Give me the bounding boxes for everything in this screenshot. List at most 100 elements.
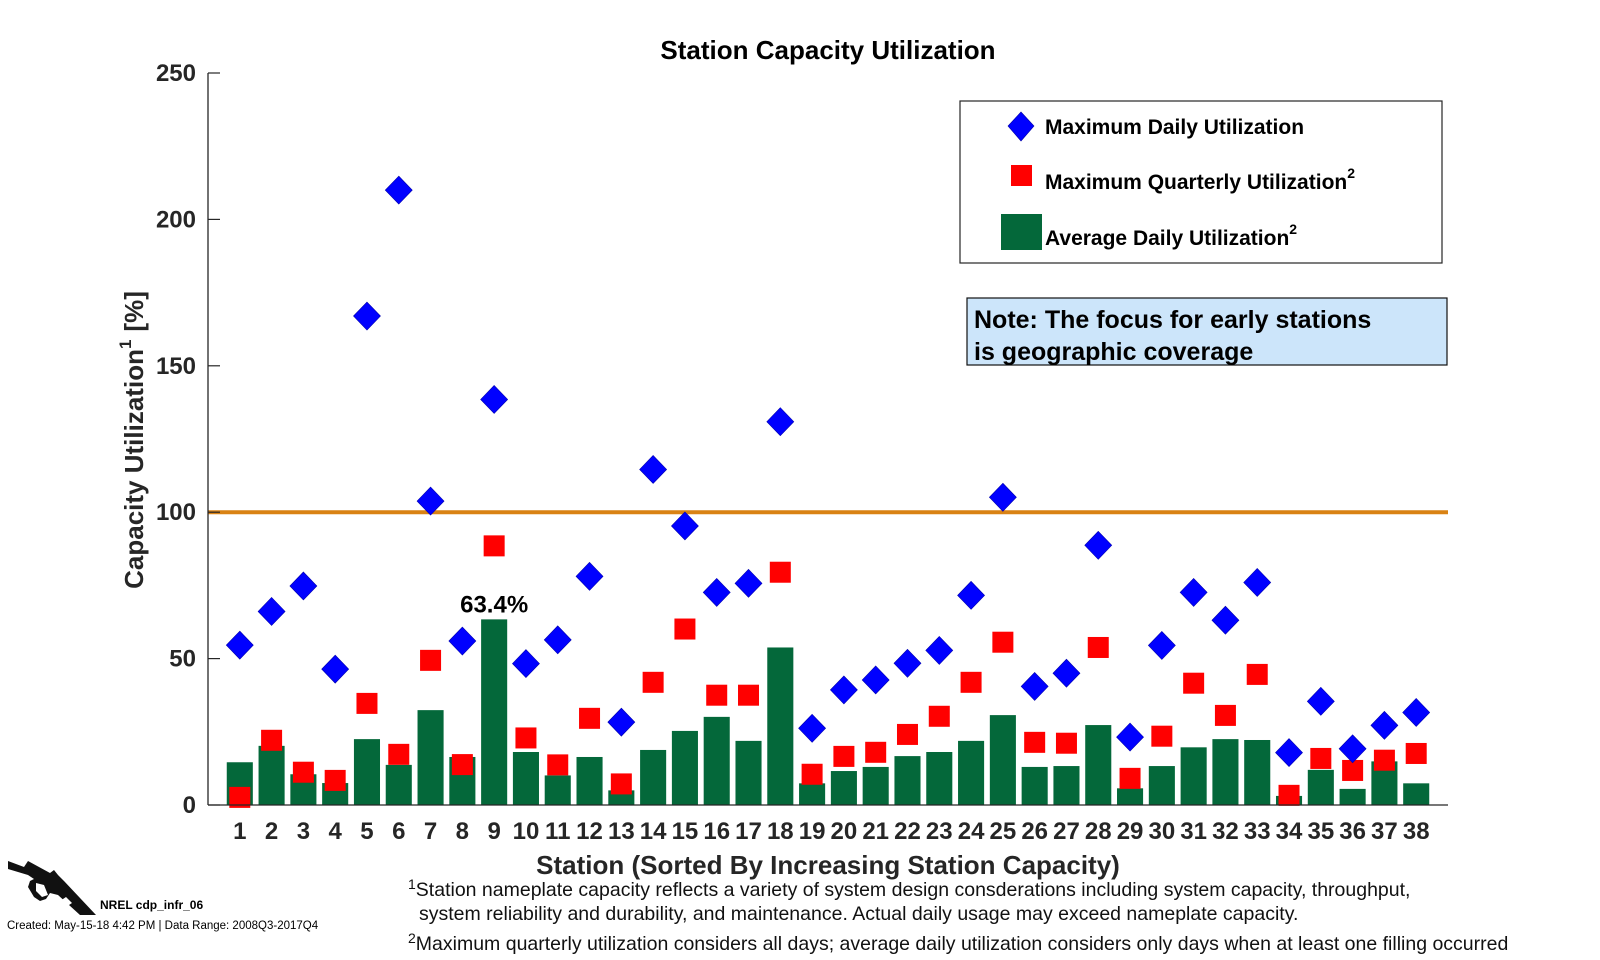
bar-station-27 xyxy=(1053,766,1080,805)
x-tick-label-2: 2 xyxy=(265,818,278,845)
y-ticks: 0 50 100 150 200 250 xyxy=(156,60,220,819)
bar-series xyxy=(226,619,1430,805)
diamond-marker-station-19 xyxy=(798,713,827,743)
x-tick-label-33: 33 xyxy=(1244,818,1271,845)
x-tick-label-25: 25 xyxy=(990,818,1017,845)
diamond-marker-station-20 xyxy=(829,675,858,705)
bar-station-19 xyxy=(799,783,826,805)
square-marker-station-28 xyxy=(1087,636,1109,658)
diamond-marker-station-31 xyxy=(1179,577,1208,607)
bar-station-35 xyxy=(1307,769,1334,805)
x-tick-label-37: 37 xyxy=(1371,818,1398,845)
note-line-1: Note: The focus for early stations xyxy=(974,306,1371,334)
bar-station-15 xyxy=(671,730,698,805)
square-marker-station-7 xyxy=(420,649,442,671)
diamond-marker-station-13 xyxy=(607,707,636,737)
x-tick-label-9: 9 xyxy=(487,818,500,845)
x-tick-label-7: 7 xyxy=(424,818,437,845)
square-series xyxy=(229,535,1427,808)
y-axis-label-text: Capacity Utilization xyxy=(119,349,149,589)
diamond-marker-station-38 xyxy=(1402,698,1431,727)
bar-station-29 xyxy=(1117,788,1144,805)
bar-station-30 xyxy=(1148,766,1175,805)
bar-station-18 xyxy=(767,647,794,805)
square-marker-station-21 xyxy=(865,741,887,763)
diamond-marker-station-21 xyxy=(861,665,890,695)
bar-station-11 xyxy=(544,775,571,805)
x-tick-label-22: 22 xyxy=(894,818,921,845)
square-marker-station-17 xyxy=(738,684,760,706)
diamond-marker-station-17 xyxy=(734,568,763,598)
square-marker-station-22 xyxy=(896,723,918,745)
x-tick-label-38: 38 xyxy=(1403,818,1430,845)
x-tick-label-16: 16 xyxy=(703,818,730,845)
square-marker-station-13 xyxy=(610,773,632,795)
y-axis-label-superscript: 1 xyxy=(116,340,135,349)
x-tick-label-34: 34 xyxy=(1276,818,1303,845)
diamond-marker-station-18 xyxy=(766,407,795,437)
chart-title: Station Capacity Utilization xyxy=(660,35,995,65)
fuel-nozzle-icon xyxy=(8,861,96,915)
legend-label-max-daily: Maximum Daily Utilization xyxy=(1045,116,1304,139)
square-marker-station-1 xyxy=(229,786,251,808)
diamond-marker-station-1 xyxy=(225,630,254,660)
x-tick-label-5: 5 xyxy=(360,818,373,845)
bar-station-21 xyxy=(862,766,889,805)
note-background xyxy=(966,297,1448,366)
bar-station-33 xyxy=(1244,739,1271,805)
bar-station-26 xyxy=(1021,766,1048,805)
square-marker-station-26 xyxy=(1024,731,1046,753)
note-box: Note: The focus for early stations is ge… xyxy=(966,297,1448,366)
diamond-marker-station-2 xyxy=(257,597,286,626)
bar-station-36 xyxy=(1339,788,1366,805)
x-tick-label-6: 6 xyxy=(392,818,405,845)
x-tick-label-19: 19 xyxy=(799,818,826,845)
footnote-1-mark: 1 xyxy=(408,876,416,892)
x-tick-label-11: 11 xyxy=(545,818,570,845)
bar-station-31 xyxy=(1180,747,1207,805)
legend-label-avg-daily: Average Daily Utilization2 xyxy=(1045,221,1297,250)
x-tick-label-18: 18 xyxy=(767,818,794,845)
y-tick-label-150: 150 xyxy=(156,353,196,380)
diamond-marker-station-3 xyxy=(289,571,318,601)
bar-station-12 xyxy=(576,756,603,805)
y-axis-label: Capacity Utilization1 [%] xyxy=(116,291,149,589)
x-tick-label-12: 12 xyxy=(576,818,603,845)
diamond-marker-station-32 xyxy=(1211,605,1240,635)
x-tick-label-15: 15 xyxy=(672,818,699,845)
diamond-marker-station-4 xyxy=(321,654,350,684)
square-marker-station-14 xyxy=(642,671,664,693)
square-marker-station-35 xyxy=(1310,747,1332,769)
legend-square-marker xyxy=(1011,165,1032,186)
bar-station-28 xyxy=(1085,725,1112,805)
square-marker-station-8 xyxy=(451,754,473,776)
x-tick-label-4: 4 xyxy=(328,818,342,845)
x-tick-label-36: 36 xyxy=(1339,818,1366,845)
diamond-marker-station-27 xyxy=(1052,658,1081,688)
note-line-2: is geographic coverage xyxy=(974,338,1253,366)
footnote-1-line-2: system reliability and durability, and m… xyxy=(419,903,1299,925)
x-tick-label-28: 28 xyxy=(1085,818,1112,845)
chart-id-label: NREL cdp_infr_06 xyxy=(100,898,204,912)
diamond-marker-station-10 xyxy=(512,649,540,679)
x-tick-label-21: 21 xyxy=(862,818,889,845)
footnote-1-line-1: 1Station nameplate capacity reflects a v… xyxy=(408,876,1410,902)
square-marker-station-11 xyxy=(547,754,569,776)
square-marker-station-16 xyxy=(706,684,728,706)
x-tick-label-29: 29 xyxy=(1117,818,1144,845)
y-tick-label-200: 200 xyxy=(156,206,196,233)
diamond-marker-station-22 xyxy=(893,648,922,678)
bar-station-6 xyxy=(385,764,412,805)
legend-diamond-marker xyxy=(1007,111,1035,142)
x-tick-label-23: 23 xyxy=(926,818,953,845)
legend: Maximum Daily Utilization Maximum Quarte… xyxy=(959,100,1443,264)
bar-station-25 xyxy=(989,715,1016,805)
square-marker-station-3 xyxy=(292,761,314,783)
diamond-marker-station-7 xyxy=(416,486,445,516)
diamond-marker-station-26 xyxy=(1020,671,1049,701)
square-marker-station-9 xyxy=(483,535,505,557)
x-tick-label-35: 35 xyxy=(1307,818,1334,845)
diamond-marker-station-25 xyxy=(988,482,1017,512)
footnote-2-line-1: 2Maximum quarterly utilization considers… xyxy=(408,930,1508,956)
bar-station-9 xyxy=(481,619,508,805)
